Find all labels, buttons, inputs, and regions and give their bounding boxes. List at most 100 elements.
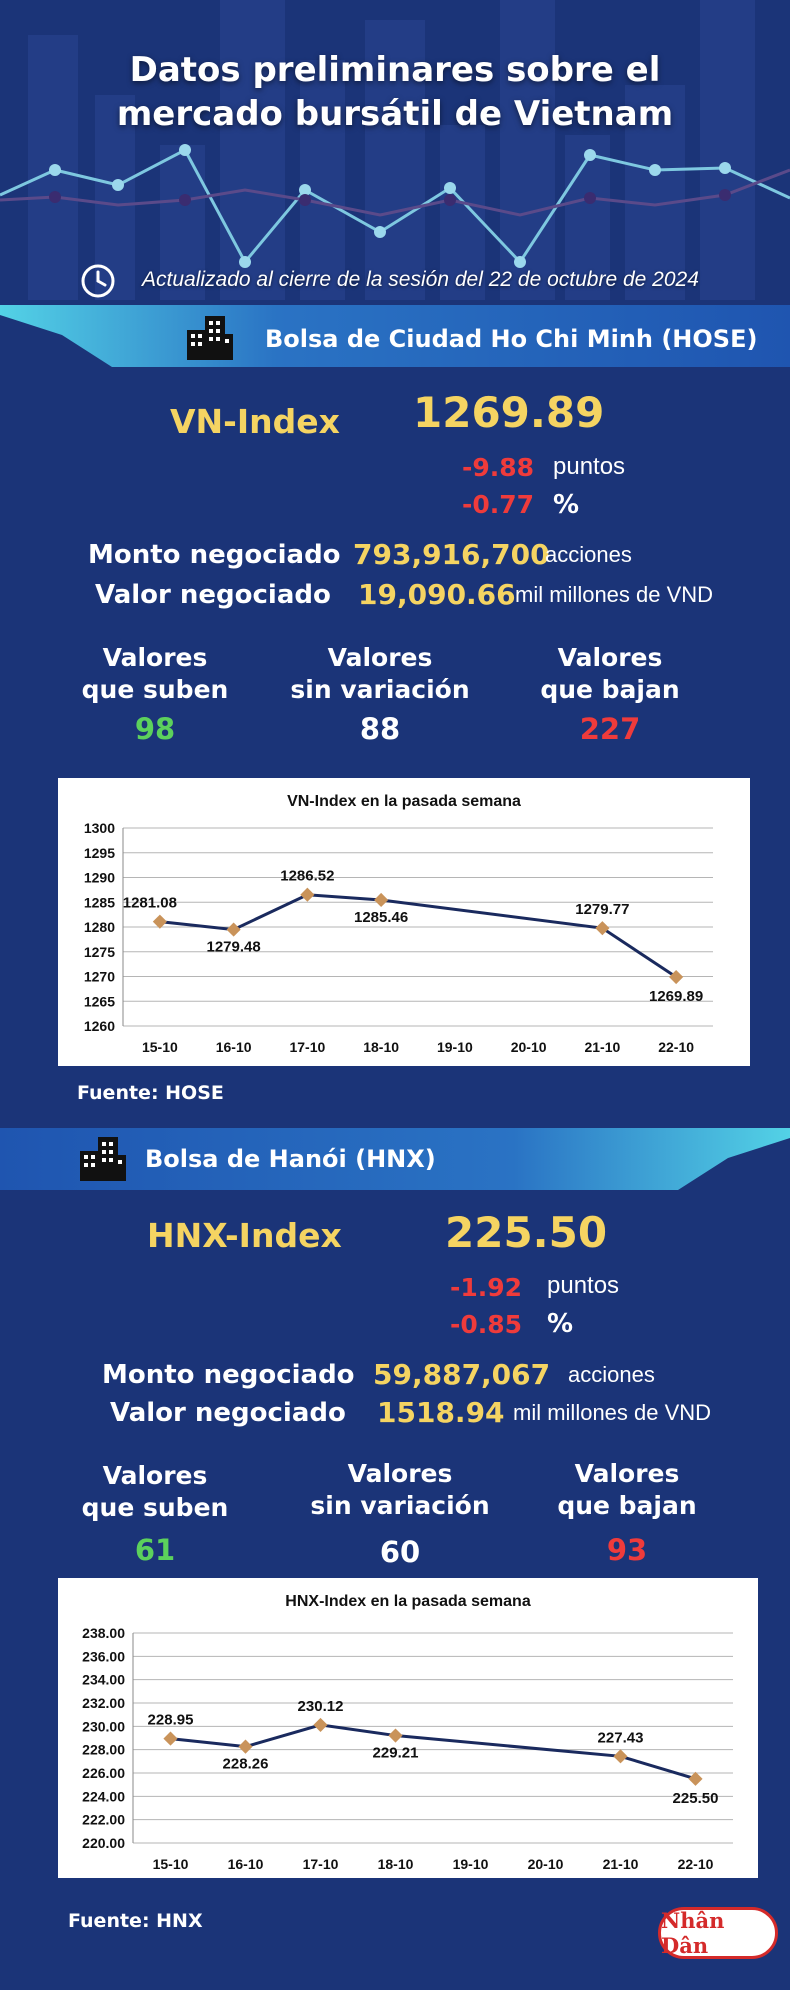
vn-index-data-label: 1286.52: [280, 868, 334, 885]
hnx-up-label: Valores que suben: [81, 1461, 229, 1522]
vn-index-x-tick-label: 18-10: [363, 1039, 399, 1055]
hnx-value-label: Valor negociado: [110, 1398, 346, 1428]
vn-index-data-label: 1279.48: [207, 939, 261, 956]
hnx-index-x-tick-label: 15-10: [153, 1856, 189, 1872]
hose-volume-unit: acciones: [545, 542, 632, 567]
hnx-index-chart: HNX-Index en la pasada semana 238.00 236.0…: [58, 1578, 758, 1878]
vn-index-x-tick-label: 21-10: [584, 1039, 620, 1055]
hnx-exchange-name: Bolsa de Hanói (HNX): [145, 1145, 436, 1173]
vn-index-change-percent: -0.77: [462, 490, 535, 519]
hnx-index-name: HNX-Index: [147, 1216, 342, 1255]
vn-index-y-tick-label: 1265: [84, 993, 115, 1009]
percent-label: %: [547, 1309, 574, 1339]
hnx-index-y-tick-label: 224.00: [82, 1788, 125, 1804]
hose-flat-value: 88: [359, 712, 401, 746]
hnx-index-change-points: -1.92: [450, 1273, 523, 1302]
vn-index-data-point: [300, 887, 315, 902]
hnx-index-data-point: [163, 1731, 178, 1746]
hnx-index-value: 225.50: [445, 1208, 608, 1257]
vn-index-value: 1269.89: [413, 388, 605, 437]
hnx-flat-label: Valores sin variación: [310, 1459, 490, 1520]
hose-value-label: Valor negociado: [95, 580, 331, 610]
points-label: puntos: [547, 1272, 620, 1299]
hnx-index-x-tick-label: 16-10: [228, 1856, 264, 1872]
vn-index-y-tick-label: 1275: [84, 944, 115, 960]
hnx-index-x-tick-label: 21-10: [603, 1856, 639, 1872]
vn-index-x-tick-label: 22-10: [658, 1039, 694, 1055]
vn-index-chart: VN-Index en la pasada semana 1300 1295 1290…: [58, 778, 750, 1066]
hnx-index-y-tick-label: 220.00: [82, 1835, 125, 1851]
hnx-index-y-tick-label: 236.00: [82, 1648, 125, 1664]
hnx-index-chart-svg: HNX-Index en la pasada semana 238.00 236.0…: [82, 1593, 733, 1872]
hose-up-value: 98: [134, 712, 176, 746]
nhan-dan-logo: Nhân Dân: [658, 1907, 778, 1959]
hnx-index-y-tick-label: 238.00: [82, 1625, 125, 1641]
hnx-index-data-label: 228.95: [148, 1712, 194, 1729]
hnx-index-x-tick-label: 18-10: [378, 1856, 414, 1872]
hnx-index-data-label: 230.12: [298, 1698, 344, 1715]
vn-index-series-line: [159, 893, 677, 979]
title-line-2: mercado bursátil de Vietnam: [116, 94, 674, 134]
hnx-value-value: 1518.94: [377, 1396, 505, 1429]
vn-index-data-point: [374, 892, 389, 908]
vn-index-y-tick-label: 1290: [84, 870, 115, 886]
points-label: puntos: [553, 453, 626, 480]
hnx-source: Fuente: HNX: [68, 1910, 203, 1932]
hnx-index-x-tick-label: 17-10: [303, 1856, 339, 1872]
hnx-banner: [0, 1128, 790, 1190]
vn-index-x-tick-label: 17-10: [289, 1039, 325, 1055]
vn-index-chart-title: VN-Index en la pasada semana: [287, 793, 521, 810]
percent-label: %: [553, 490, 580, 520]
vn-index-data-point: [595, 921, 610, 936]
hose-value-unit: mil millones de VND: [515, 582, 714, 607]
vn-index-y-tick-label: 1280: [84, 919, 115, 935]
vn-index-data-label: 1281.08: [123, 895, 177, 912]
hnx-index-y-tick-label: 226.00: [82, 1765, 125, 1781]
vn-index-x-tick-label: 15-10: [142, 1039, 178, 1055]
vn-index-x-tick-label: 19-10: [437, 1039, 473, 1055]
hnx-index-x-tick-label: 19-10: [453, 1856, 489, 1872]
hnx-index-y-tick-label: 222.00: [82, 1812, 125, 1828]
vn-index-data-label: 1269.89: [649, 988, 703, 1005]
vn-index-data-label: 1285.46: [354, 909, 408, 926]
hnx-index-data-label: 225.50: [673, 1790, 719, 1807]
hnx-index-data-point: [613, 1749, 628, 1764]
vn-index-y-tick-label: 1300: [84, 820, 115, 836]
vn-index-data-point: [226, 922, 241, 937]
hose-volume-label: Monto negociado: [88, 540, 341, 570]
vn-index-x-tick-label: 20-10: [511, 1039, 547, 1055]
hnx-index-y-tick-label: 228.00: [82, 1742, 125, 1758]
hnx-index-x-tick-label: 20-10: [528, 1856, 564, 1872]
hose-value-value: 19,090.66: [358, 578, 516, 611]
hose-volume-value: 793,916,700: [353, 538, 550, 571]
hnx-down-label: Valores que bajan: [557, 1459, 697, 1520]
hnx-down-value: 93: [606, 1533, 648, 1567]
hnx-index-data-point: [388, 1728, 403, 1743]
vn-index-y-tick-label: 1285: [84, 894, 115, 910]
vn-index-name: VN-Index: [170, 402, 340, 441]
title-line-1: Datos preliminares sobre el: [129, 50, 661, 90]
hnx-index-chart-title: HNX-Index en la pasada semana: [285, 1593, 531, 1610]
hose-down-label: Valores que bajan: [540, 643, 680, 704]
building-icon: [80, 1137, 126, 1181]
hnx-index-data-label: 228.26: [223, 1756, 269, 1773]
hnx-flat-value: 60: [379, 1535, 421, 1569]
page-title: Datos preliminares sobre el mercado burs…: [0, 48, 790, 136]
hose-source: Fuente: HOSE: [77, 1082, 224, 1104]
hnx-volume-label: Monto negociado: [102, 1360, 355, 1390]
vn-index-y-tick-label: 1295: [84, 845, 115, 861]
hnx-index-series-line: [170, 1723, 696, 1781]
hnx-index-x-tick-label: 22-10: [678, 1856, 714, 1872]
hnx-volume-value: 59,887,067: [373, 1358, 551, 1391]
hose-up-label: Valores que suben: [81, 643, 229, 704]
vn-index-y-tick-label: 1260: [84, 1018, 115, 1034]
vn-index-x-tick-label: 16-10: [216, 1039, 252, 1055]
hnx-index-y-tick-label: 234.00: [82, 1672, 125, 1688]
hnx-index-data-point: [238, 1739, 253, 1754]
hnx-index-data-label: 227.43: [598, 1729, 644, 1746]
vn-index-chart-svg: VN-Index en la pasada semana 1300 1295 1290…: [84, 793, 713, 1055]
hnx-index-data-label: 229.21: [373, 1745, 419, 1762]
hnx-index-y-tick-label: 230.00: [82, 1718, 125, 1734]
updated-text: Actualizado al cierre de la sesión del 2…: [142, 268, 699, 291]
vn-index-data-point: [669, 969, 684, 985]
